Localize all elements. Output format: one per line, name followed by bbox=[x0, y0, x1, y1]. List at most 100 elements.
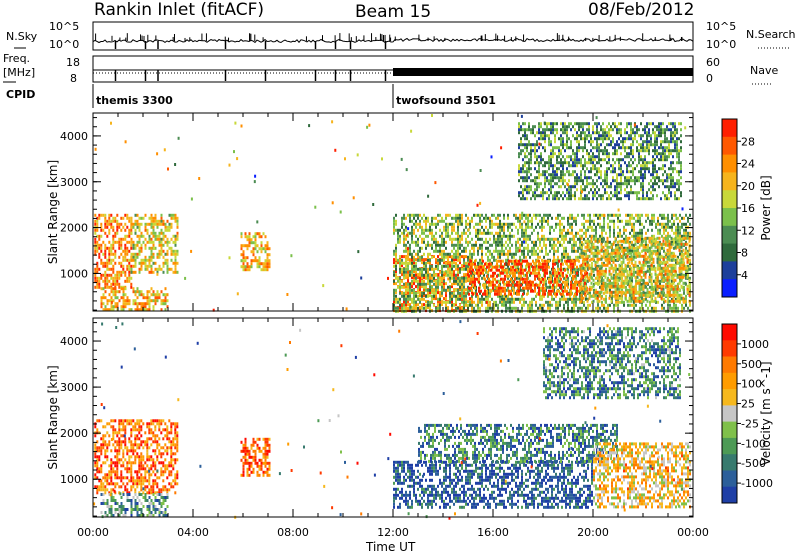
echo-cell bbox=[174, 249, 177, 253]
echo-cell bbox=[421, 258, 423, 262]
echo-cell bbox=[492, 286, 494, 290]
echo-cell bbox=[248, 268, 251, 272]
echo-cell bbox=[607, 222, 609, 226]
echo-cell bbox=[100, 222, 103, 226]
echo-cell bbox=[560, 265, 562, 269]
echo-cell bbox=[110, 243, 113, 247]
echo-cell bbox=[433, 294, 435, 298]
echo-cell bbox=[581, 228, 583, 232]
echo-cell bbox=[502, 271, 504, 275]
echo-cell bbox=[590, 257, 593, 261]
echo-cell bbox=[625, 255, 627, 259]
echo-cell bbox=[409, 285, 411, 289]
echo-cell bbox=[533, 228, 535, 232]
echo-cell bbox=[499, 213, 501, 217]
echo-cell bbox=[498, 268, 500, 272]
echo-cell bbox=[393, 273, 395, 277]
echo-cell bbox=[479, 291, 481, 295]
echo-cell bbox=[451, 270, 453, 274]
echo-cell bbox=[471, 300, 473, 304]
echo-cell bbox=[511, 297, 513, 301]
echo-cell bbox=[413, 306, 415, 310]
echo-cell bbox=[479, 261, 481, 265]
echo-cell bbox=[507, 237, 509, 241]
echo-cell bbox=[507, 249, 509, 253]
echo-cell bbox=[447, 231, 449, 235]
echo-cell bbox=[106, 261, 109, 265]
echo-cell bbox=[254, 247, 257, 251]
echo-cell bbox=[556, 280, 558, 284]
echo-cell bbox=[126, 240, 129, 244]
echo-cell bbox=[567, 303, 569, 307]
echo-cell bbox=[614, 254, 617, 258]
echo-cell bbox=[610, 290, 613, 294]
echo-cell bbox=[503, 294, 505, 298]
echo-cell bbox=[642, 266, 645, 270]
echo-cell bbox=[542, 262, 544, 266]
echo-cell bbox=[584, 239, 587, 243]
echo-cell bbox=[592, 245, 595, 249]
echo-cell bbox=[150, 249, 153, 253]
echo-cell bbox=[612, 251, 615, 255]
echo-cell bbox=[98, 276, 101, 280]
echo-cell bbox=[593, 234, 595, 238]
echo-cell bbox=[411, 300, 413, 304]
echo-cell bbox=[590, 272, 593, 276]
echo-cell bbox=[461, 243, 463, 247]
echo-cell bbox=[124, 287, 127, 291]
echo-cell bbox=[405, 249, 407, 253]
echo-cell bbox=[437, 297, 439, 301]
echo-cell bbox=[613, 231, 615, 235]
echo-cell bbox=[160, 222, 163, 226]
echo-cell bbox=[608, 269, 611, 273]
echo-cell bbox=[98, 285, 101, 289]
echo-cell bbox=[626, 254, 629, 258]
echo-cell bbox=[582, 242, 585, 246]
echo-cell bbox=[401, 294, 403, 298]
echo-cell bbox=[507, 297, 509, 301]
echo-cell bbox=[575, 249, 577, 253]
echo-cell bbox=[563, 276, 565, 280]
echo-cell bbox=[427, 234, 429, 238]
echo-cell bbox=[473, 300, 475, 304]
echo-cell bbox=[521, 213, 523, 217]
echo-cell bbox=[114, 282, 117, 286]
echo-cell bbox=[610, 299, 613, 303]
echo-cell bbox=[486, 274, 488, 278]
echo-cell bbox=[603, 297, 605, 301]
echo-cell bbox=[666, 239, 669, 243]
echo-cell bbox=[526, 286, 528, 290]
echo-cell bbox=[664, 242, 667, 246]
echo-cell bbox=[114, 252, 117, 256]
echo-cell bbox=[666, 278, 669, 282]
echo-cell bbox=[495, 222, 497, 226]
echo-cell bbox=[395, 249, 397, 253]
echo-cell bbox=[413, 213, 415, 217]
echo-cell bbox=[527, 243, 529, 247]
echo-cell bbox=[589, 303, 591, 307]
echo-cell bbox=[487, 240, 489, 244]
echo-cell bbox=[530, 262, 532, 266]
echo-cell bbox=[593, 237, 595, 241]
echo-cell bbox=[523, 237, 525, 241]
echo-cell bbox=[611, 249, 613, 253]
echo-cell bbox=[521, 288, 523, 292]
echo-cell bbox=[423, 213, 425, 217]
echo-cell bbox=[96, 246, 99, 250]
echo-cell bbox=[403, 294, 405, 298]
echo-cell bbox=[160, 240, 163, 244]
echo-cell bbox=[594, 251, 597, 255]
echo-cell bbox=[662, 242, 665, 246]
echo-cell bbox=[590, 239, 593, 243]
echo-cell bbox=[602, 284, 605, 288]
echo-cell bbox=[427, 303, 429, 307]
echo-cell bbox=[260, 241, 263, 245]
echo-cell bbox=[614, 275, 617, 279]
echo-cell bbox=[650, 287, 653, 291]
echo-cell bbox=[668, 257, 671, 261]
echo-cell bbox=[622, 269, 625, 273]
echo-cell bbox=[685, 213, 687, 217]
echo-cell bbox=[148, 270, 151, 274]
echo-cell bbox=[525, 237, 527, 241]
echo-cell bbox=[397, 234, 399, 238]
